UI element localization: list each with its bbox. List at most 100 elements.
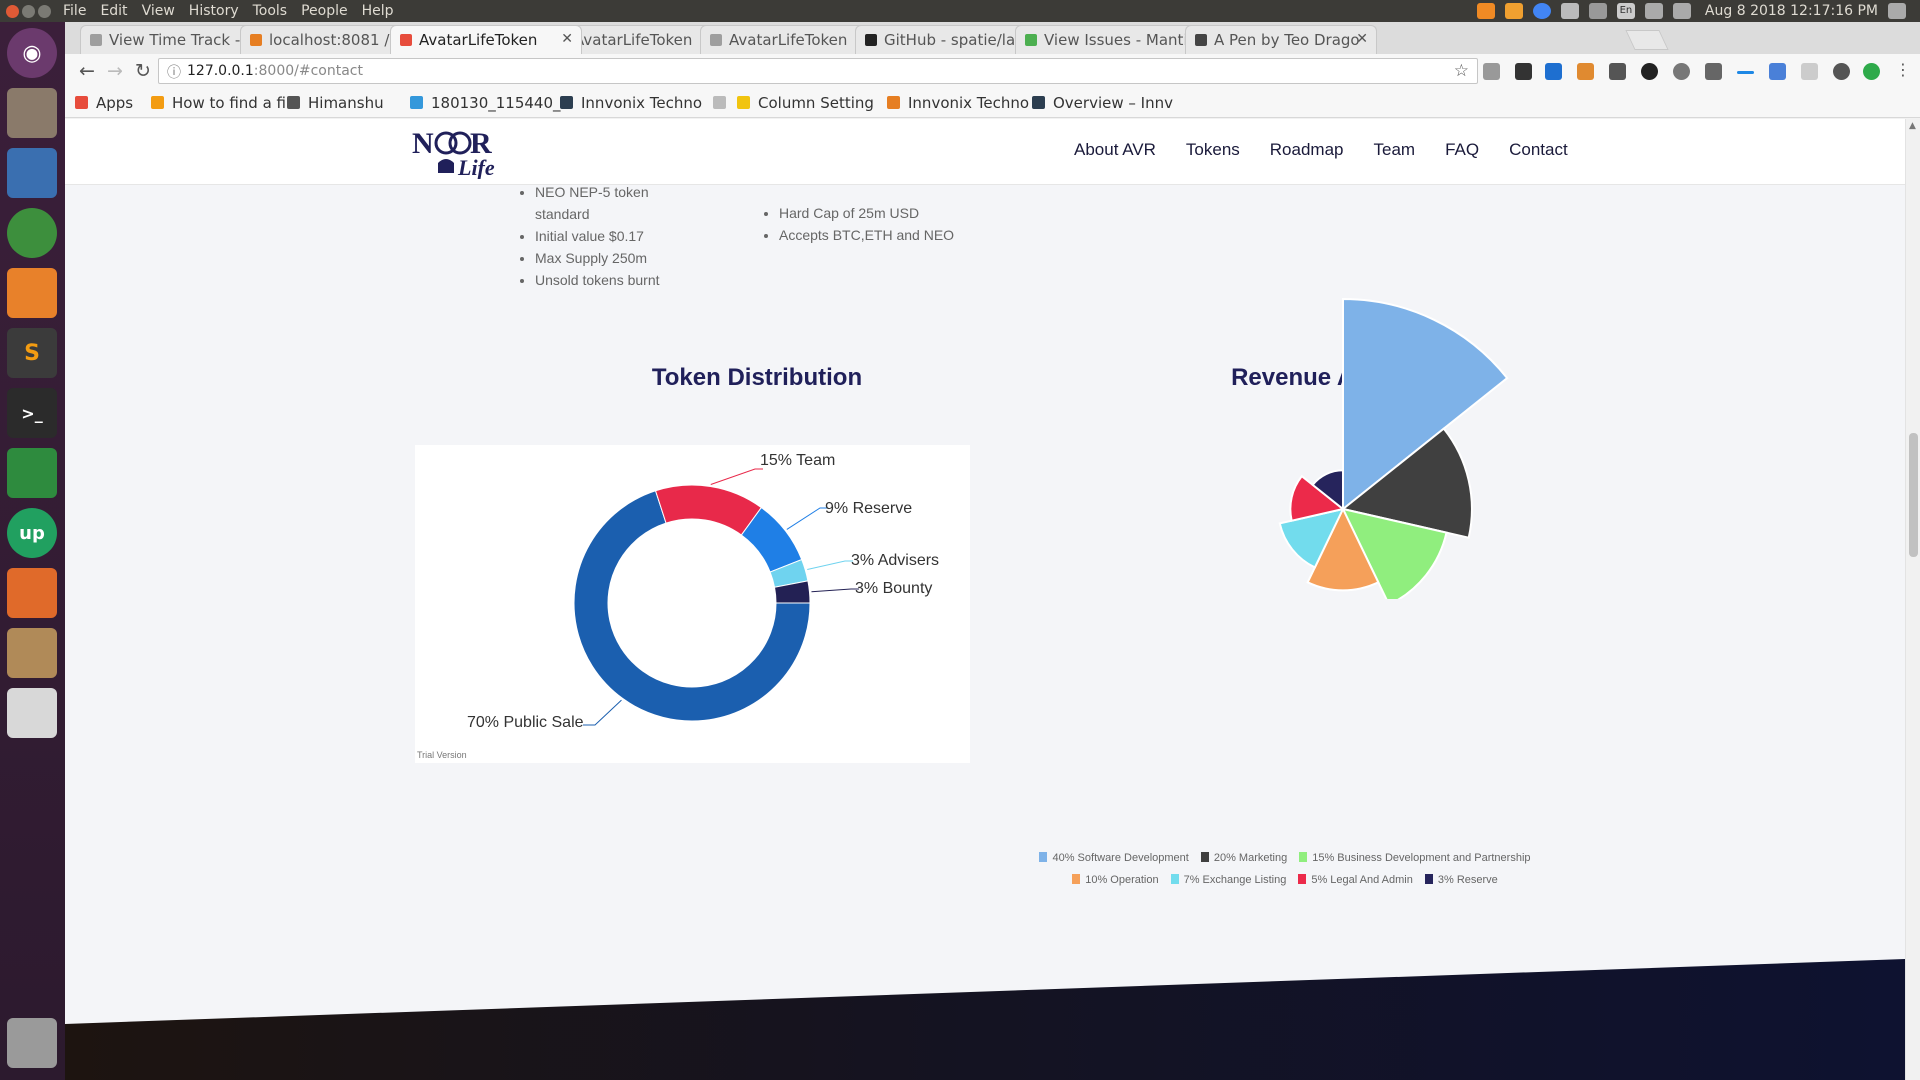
upwork-icon[interactable]: up <box>7 508 57 558</box>
legend-item[interactable]: 3% Reserve <box>1424 869 1498 891</box>
scrollbar-thumb[interactable] <box>1909 433 1918 557</box>
page-scrollbar[interactable]: ▲ <box>1905 119 1920 1080</box>
address-bar[interactable]: ⓘ 127.0.0.1:8000/#contact ☆ <box>158 58 1478 84</box>
polar-slice-reserve[interactable] <box>1311 469 1344 512</box>
legend-label: 5% Legal And Admin <box>1311 874 1413 886</box>
legend-item[interactable]: 40% Software Development <box>1039 847 1189 869</box>
donut-slice-team[interactable] <box>654 484 763 536</box>
legend-item[interactable]: 5% Legal And Admin <box>1298 869 1413 891</box>
keyboard-layout-icon[interactable]: En <box>1616 3 1635 19</box>
firefox-dev-icon[interactable] <box>7 268 57 318</box>
polar-slice-marketing[interactable] <box>1340 427 1473 539</box>
chrome-icon[interactable] <box>7 208 57 258</box>
bookmark-item[interactable]: Himanshu <box>287 94 384 112</box>
legend-item[interactable]: 10% Operation <box>1072 869 1159 891</box>
grammarly-icon[interactable] <box>1863 63 1880 80</box>
nav-roadmap[interactable]: Roadmap <box>1269 140 1344 159</box>
token-distribution-chart: 70% Public Sale 15% Team 9% Reserve 3% Advi… <box>415 445 970 763</box>
legend-item[interactable]: 15% Business Development and Partnership <box>1299 847 1531 869</box>
extension-icon[interactable] <box>1801 63 1818 80</box>
files-icon[interactable] <box>7 88 57 138</box>
extension-icon[interactable] <box>1609 63 1626 80</box>
firefox-icon[interactable] <box>7 568 57 618</box>
tab-close-icon[interactable]: ✕ <box>1356 31 1368 47</box>
extension-icon[interactable] <box>1705 63 1722 80</box>
browser-tab[interactable]: A Pen by Teo Drago ✕ <box>1185 25 1377 54</box>
site-logo[interactable]: N R Life <box>412 123 522 179</box>
nav-tokens[interactable]: Tokens <box>1185 140 1240 159</box>
extension-icon[interactable] <box>1641 63 1658 80</box>
list-icon[interactable] <box>1560 3 1579 19</box>
nav-about-avr[interactable]: About AVR <box>1074 140 1156 159</box>
extension-icon[interactable] <box>1545 63 1562 80</box>
donut-slice-public-sale[interactable] <box>573 490 811 722</box>
bookmark-star-icon[interactable]: ☆ <box>1453 61 1469 81</box>
reload-icon[interactable]: ↻ <box>135 60 151 82</box>
trash-icon[interactable] <box>7 1018 57 1068</box>
polar-slice-operation[interactable] <box>1306 506 1380 592</box>
translate-icon[interactable] <box>1769 63 1786 80</box>
forward-icon[interactable]: → <box>107 60 123 82</box>
volume-icon[interactable] <box>1672 3 1691 19</box>
menu-history[interactable]: History <box>188 3 239 19</box>
bookmark-item[interactable]: Innvonix Techno <box>887 94 1029 112</box>
chrome-icon[interactable] <box>1532 3 1551 19</box>
legend-item[interactable]: 20% Marketing <box>1200 847 1287 869</box>
extension-icon[interactable] <box>1673 63 1690 80</box>
polar-slice-legal-and-admin[interactable] <box>1289 474 1346 522</box>
menu-tools[interactable]: Tools <box>252 3 288 19</box>
flame-icon[interactable] <box>1476 3 1495 19</box>
new-tab-button[interactable] <box>1625 30 1669 50</box>
system-clock[interactable]: Aug 8 2018 12:17:16 PM <box>1704 3 1878 19</box>
mail-icon[interactable] <box>1644 3 1663 19</box>
archive-icon[interactable] <box>7 628 57 678</box>
maximize-window-icon[interactable] <box>38 4 51 18</box>
menu-icon[interactable]: ⋮ <box>1895 60 1911 79</box>
browser-tab[interactable]: View Issues - Mantis✕ <box>1015 25 1207 54</box>
terminal-icon[interactable]: >_ <box>7 388 57 438</box>
scroll-up-icon[interactable]: ▲ <box>1909 121 1916 131</box>
ubuntu-dash-icon[interactable]: ◉ <box>7 28 57 78</box>
back-icon[interactable]: ← <box>79 60 95 82</box>
donut-slice-bounty[interactable] <box>773 580 811 604</box>
extension-icon[interactable] <box>1833 63 1850 80</box>
spreadsheet-icon[interactable] <box>7 448 57 498</box>
minimize-window-icon[interactable] <box>22 4 35 18</box>
nav-team[interactable]: Team <box>1373 140 1416 159</box>
bookmark-item[interactable]: 180130_115440_ <box>410 94 561 112</box>
menu-file[interactable]: File <box>63 3 87 19</box>
browser-tab[interactable]: AvatarLifeToken ✕ <box>390 25 582 54</box>
menu-view[interactable]: View <box>141 3 175 19</box>
polar-slice-business-development-and-partnership[interactable] <box>1341 507 1448 599</box>
menu-people[interactable]: People <box>301 3 348 19</box>
info-icon[interactable]: ⓘ <box>167 65 181 81</box>
bookmark-item[interactable]: Overview – Innv <box>1032 94 1173 112</box>
nav-contact[interactable]: Contact <box>1509 140 1568 159</box>
sublime-text-icon[interactable]: S <box>7 328 57 378</box>
extension-icon[interactable] <box>1577 63 1594 80</box>
nav-faq[interactable]: FAQ <box>1445 140 1480 159</box>
bookmark-item[interactable]: Column Setting <box>737 94 874 112</box>
bookmark-item[interactable] <box>713 94 734 112</box>
flame-icon[interactable] <box>1504 3 1523 19</box>
polar-slice-software-development[interactable] <box>1342 297 1509 512</box>
bookmark-item[interactable]: Apps <box>75 94 133 112</box>
bookmark-item[interactable]: How to find a fil <box>151 94 290 112</box>
extension-icon[interactable] <box>1483 63 1500 80</box>
polar-slice-exchange-listing[interactable] <box>1278 507 1345 569</box>
sale-features-list: Hard Cap of 25m USDAccepts BTC,ETH and N… <box>761 202 954 246</box>
tab-close-icon[interactable]: ✕ <box>561 31 573 47</box>
thunderbird-icon[interactable] <box>7 148 57 198</box>
network-icon[interactable] <box>1588 3 1607 19</box>
extension-icon[interactable] <box>1515 63 1532 80</box>
menu-edit[interactable]: Edit <box>100 3 128 19</box>
menu-help[interactable]: Help <box>361 3 394 19</box>
legend-item[interactable]: 7% Exchange Listing <box>1170 869 1286 891</box>
bookmark-item[interactable]: Innvonix Techno <box>560 94 702 112</box>
gear-icon[interactable] <box>1888 3 1906 19</box>
legend-swatch <box>1072 874 1081 884</box>
feature-item: Hard Cap of 25m USD <box>779 202 954 224</box>
extension-icon[interactable] <box>1737 71 1754 74</box>
text-editor-icon[interactable] <box>7 688 57 738</box>
close-window-icon[interactable] <box>6 4 19 18</box>
